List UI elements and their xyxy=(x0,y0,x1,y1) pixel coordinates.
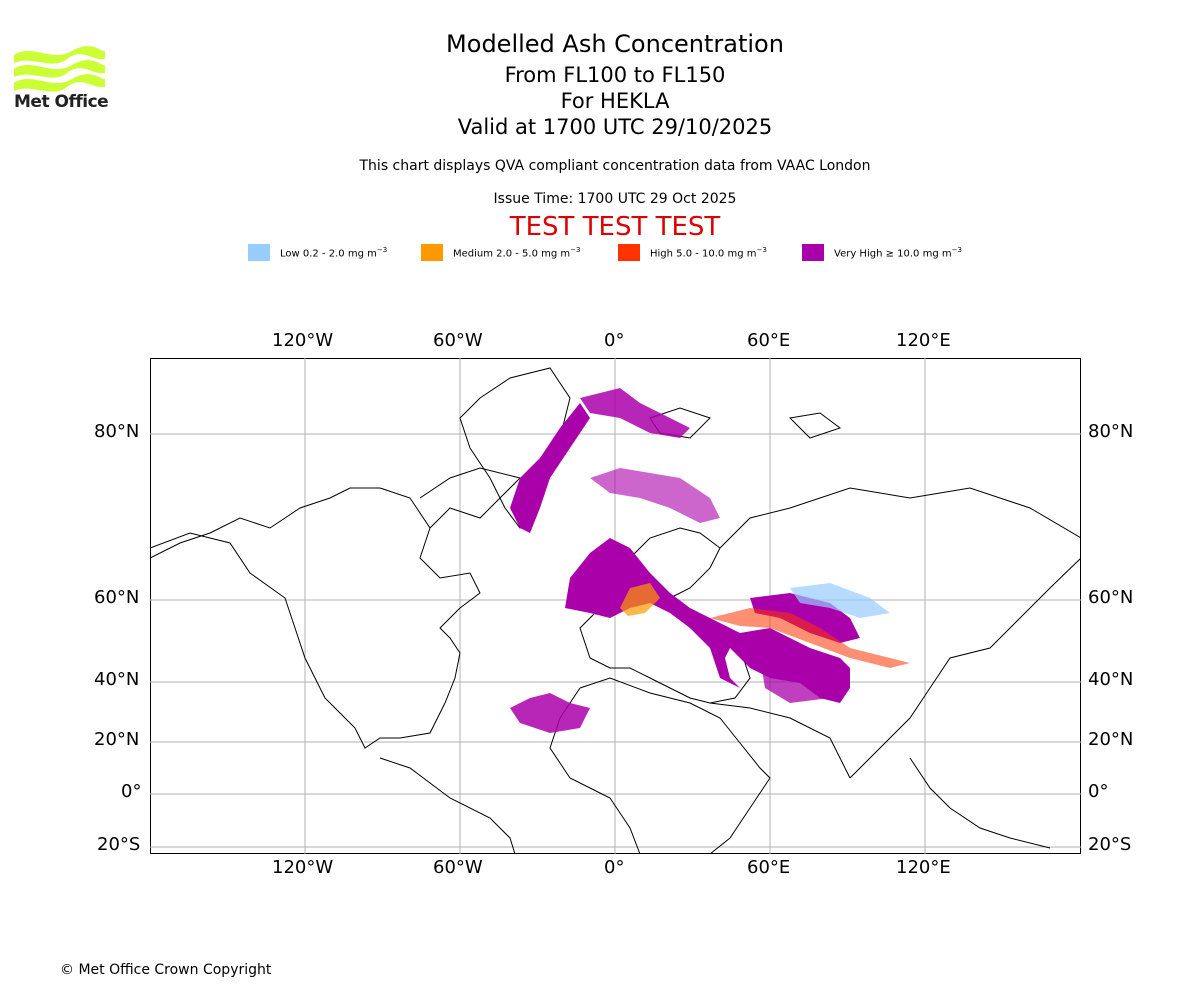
legend-label-very-high: Very High ≥ 10.0 mg m−3 xyxy=(834,245,962,260)
lat-label-right-60n: 60°N xyxy=(1088,587,1134,608)
valid-time: Valid at 1700 UTC 29/10/2025 xyxy=(457,115,773,139)
legend-item-low: Low 0.2 - 2.0 mg m−3 xyxy=(248,244,387,261)
chart-title: Modelled Ash Concentration xyxy=(446,30,784,58)
lat-label-right-0: 0° xyxy=(1088,781,1109,802)
lat-label-right-20s: 20°S xyxy=(1088,834,1132,855)
volcano-name: For HEKLA xyxy=(560,89,670,113)
lon-label-bottom-0: 0° xyxy=(604,857,625,878)
met-office-logo-icon xyxy=(14,46,105,92)
ash-region-very-high-south xyxy=(510,693,590,733)
ash-region-very-high-scandinavia xyxy=(590,468,720,523)
ash-plume xyxy=(510,388,910,733)
lon-label-top-120w: 120°W xyxy=(272,330,334,351)
ash-region-very-high-central-asia xyxy=(760,653,850,703)
logo-text: Met Office xyxy=(14,92,109,112)
copyright: © Met Office Crown Copyright xyxy=(60,962,272,978)
lon-label-bottom-60w: 60°W xyxy=(433,857,483,878)
issue-time: Issue Time: 1700 UTC 29 Oct 2025 xyxy=(493,191,737,207)
map-area: 120°W 60°W 0° 60°E 120°E 120°W 60°W 0° 6… xyxy=(0,320,1200,900)
legend-label-high: High 5.0 - 10.0 mg m−3 xyxy=(650,245,767,260)
lon-label-bottom-120w: 120°W xyxy=(272,857,334,878)
test-banner: TEST TEST TEST xyxy=(509,212,721,242)
ash-region-medium xyxy=(620,583,660,616)
flight-level-range: From FL100 to FL150 xyxy=(504,63,726,87)
legend-label-low: Low 0.2 - 2.0 mg m−3 xyxy=(280,245,388,260)
ash-region-high xyxy=(710,608,910,668)
chart-info-text: This chart displays QVA compliant concen… xyxy=(359,158,871,174)
legend: Low 0.2 - 2.0 mg m−3 Medium 2.0 - 5.0 mg… xyxy=(0,244,1200,264)
map-frame xyxy=(150,358,1081,854)
lat-label-left-20s: 20°S xyxy=(97,834,141,855)
lat-label-right-20n: 20°N xyxy=(1088,729,1134,750)
ash-region-very-high-greenland-arc xyxy=(510,403,590,533)
lon-label-top-0: 0° xyxy=(604,330,625,351)
legend-item-medium: Medium 2.0 - 5.0 mg m−3 xyxy=(421,244,580,261)
ash-region-very-high-north xyxy=(580,388,690,438)
legend-swatch-very-high xyxy=(802,244,824,261)
coastlines xyxy=(150,367,1081,854)
lat-label-left-0: 0° xyxy=(121,781,142,802)
lon-label-top-60w: 60°W xyxy=(433,330,483,351)
lon-label-bottom-60e: 60°E xyxy=(747,857,791,878)
lat-label-left-80n: 80°N xyxy=(94,421,140,442)
gridlines xyxy=(150,358,1081,854)
legend-item-very-high: Very High ≥ 10.0 mg m−3 xyxy=(802,244,962,261)
legend-item-high: High 5.0 - 10.0 mg m−3 xyxy=(618,244,767,261)
ash-region-low xyxy=(790,583,890,618)
lon-label-bottom-120e: 120°E xyxy=(896,857,951,878)
legend-swatch-high xyxy=(618,244,640,261)
lat-label-left-20n: 20°N xyxy=(94,729,140,750)
legend-swatch-medium xyxy=(421,244,443,261)
lon-label-top-60e: 60°E xyxy=(747,330,791,351)
lat-label-left-60n: 60°N xyxy=(94,587,140,608)
legend-label-medium: Medium 2.0 - 5.0 mg m−3 xyxy=(453,245,581,260)
lat-label-right-80n: 80°N xyxy=(1088,421,1134,442)
lat-label-left-40n: 40°N xyxy=(94,669,140,690)
legend-swatch-low xyxy=(248,244,270,261)
lon-label-top-120e: 120°E xyxy=(896,330,951,351)
lat-label-right-40n: 40°N xyxy=(1088,669,1134,690)
